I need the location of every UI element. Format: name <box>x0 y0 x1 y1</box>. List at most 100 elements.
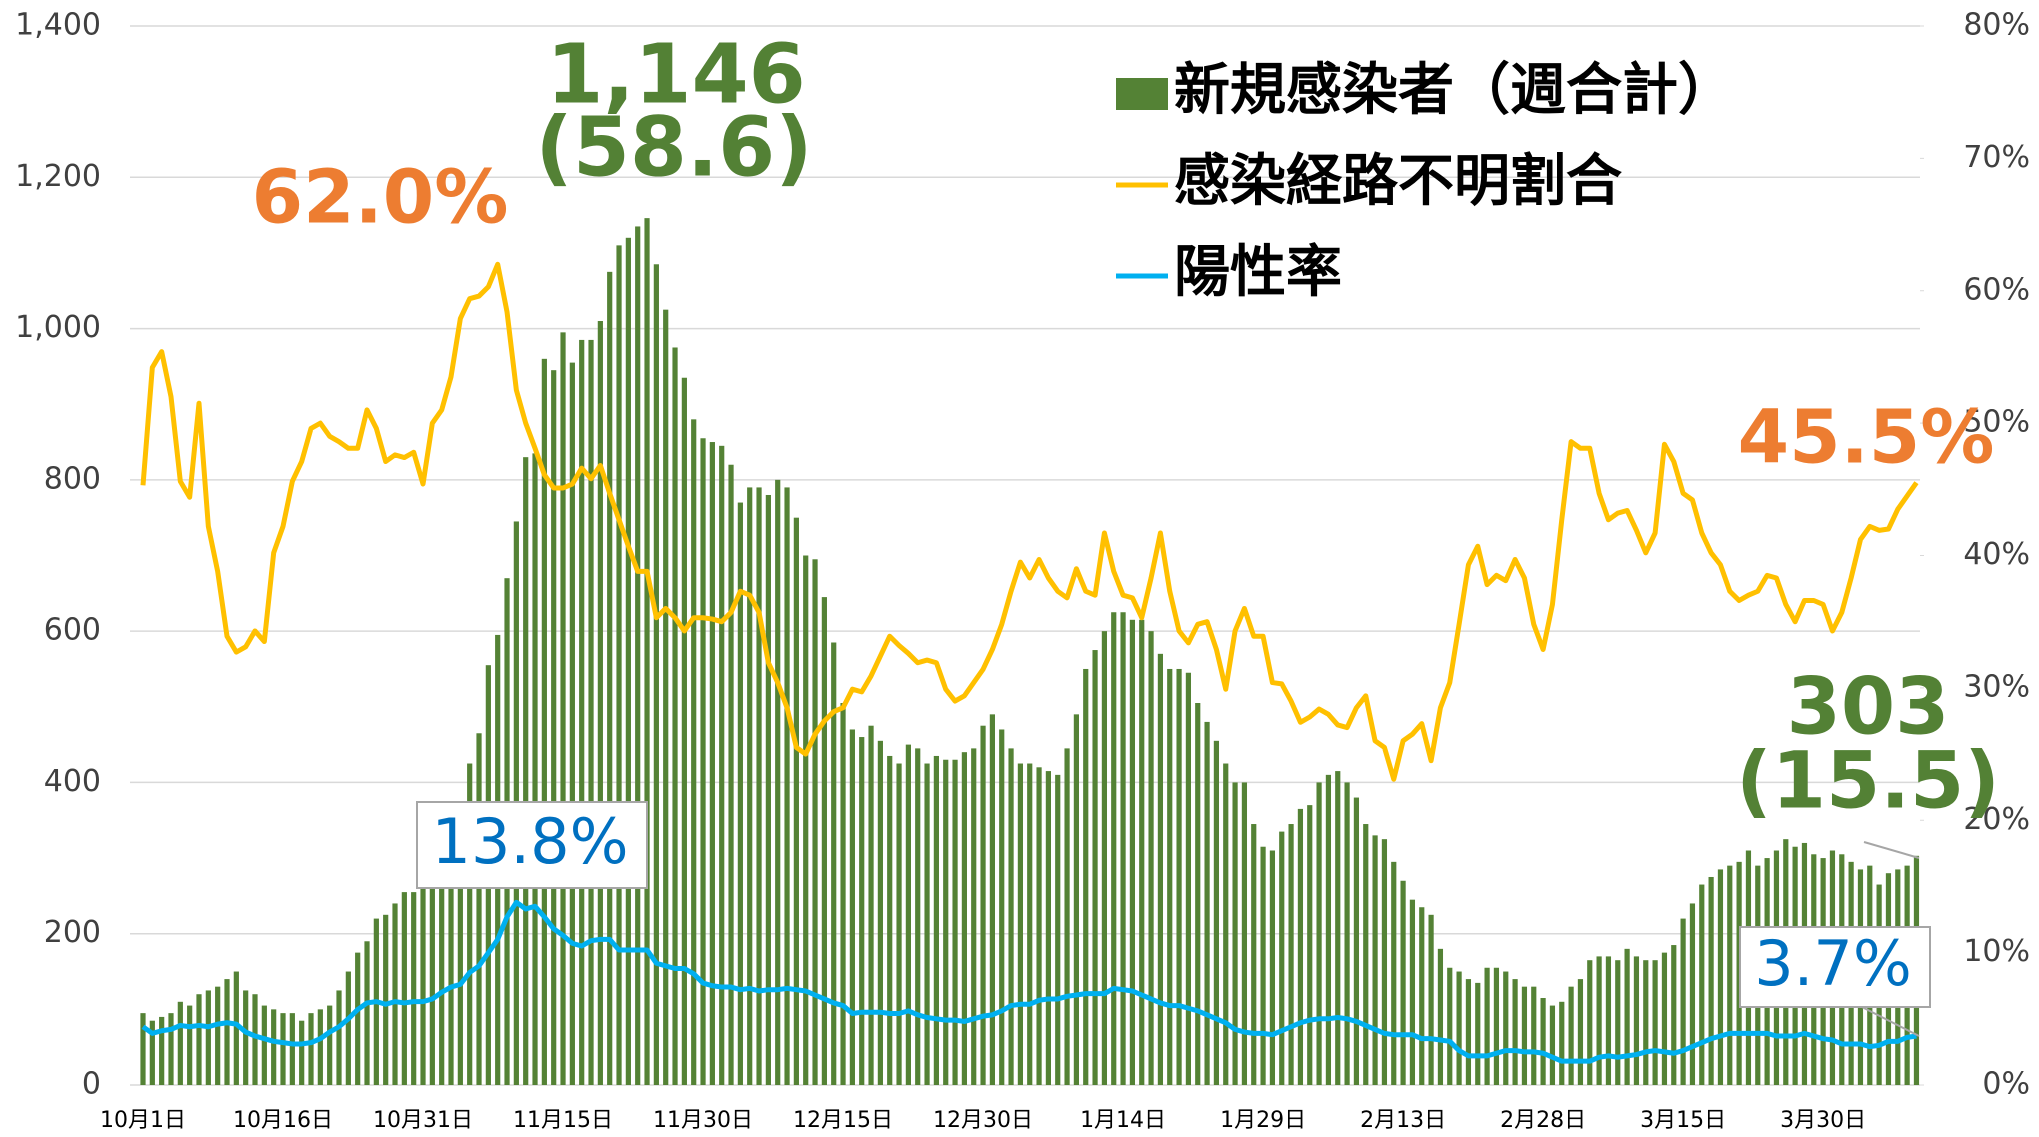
bar <box>793 517 799 1085</box>
bar <box>1017 763 1023 1085</box>
annotation: 62.0% <box>252 155 509 241</box>
bar <box>1624 948 1630 1085</box>
bar <box>971 748 977 1085</box>
bar <box>467 763 473 1085</box>
bar <box>1288 824 1294 1085</box>
bar <box>1297 808 1304 1085</box>
bar <box>607 271 613 1085</box>
bar <box>420 884 426 1085</box>
bar <box>644 218 650 1085</box>
bar <box>1129 619 1136 1085</box>
bar <box>1073 714 1079 1085</box>
annotation: (15.5) <box>1736 736 2000 826</box>
bar <box>1381 839 1388 1085</box>
y2-tick-label: 0% <box>1982 1067 2030 1102</box>
bar <box>1521 986 1528 1085</box>
connector <box>1859 1005 1920 1037</box>
bar <box>896 763 902 1085</box>
bar <box>887 755 893 1085</box>
bar <box>1232 782 1238 1085</box>
bar <box>616 245 622 1086</box>
bar <box>803 555 809 1085</box>
bar <box>1409 899 1416 1085</box>
x-tick-label: 12月30日 <box>933 1108 1033 1133</box>
bar <box>1353 797 1360 1085</box>
bar <box>1447 967 1453 1085</box>
annotation: 303 <box>1787 662 1950 752</box>
bar <box>271 1009 277 1085</box>
bar <box>205 990 211 1085</box>
y-tick-label: 0 <box>82 1067 101 1102</box>
bar <box>1605 956 1612 1085</box>
bar <box>1512 979 1518 1085</box>
bar <box>653 264 659 1085</box>
bar <box>1223 763 1229 1085</box>
y2-tick-label: 50% <box>1963 405 2030 440</box>
bar <box>1148 631 1154 1085</box>
x-tick-label: 2月13日 <box>1360 1108 1446 1133</box>
bar <box>1596 956 1602 1085</box>
y2-tick-label: 70% <box>1963 140 2030 175</box>
bar <box>1279 831 1285 1085</box>
bar <box>1615 960 1621 1085</box>
bar <box>1139 619 1145 1085</box>
y2-tick-label: 30% <box>1963 669 2030 704</box>
bar <box>1437 948 1444 1085</box>
x-tick-label: 1月29日 <box>1220 1108 1306 1133</box>
bar <box>1400 880 1406 1085</box>
bar <box>765 494 771 1085</box>
annotation-box <box>416 801 648 889</box>
x-tick-label: 2月28日 <box>1500 1108 1586 1133</box>
bar <box>933 755 939 1085</box>
bar <box>196 994 202 1085</box>
bar <box>308 1013 314 1085</box>
legend-label: 陽性率 <box>1174 240 1342 305</box>
bar <box>1559 1001 1565 1085</box>
bar <box>1661 952 1668 1085</box>
bar <box>1689 903 1696 1085</box>
bar <box>775 479 781 1085</box>
legend-marker <box>1116 78 1168 110</box>
bar <box>159 1016 165 1085</box>
connector <box>1863 841 1920 859</box>
bar <box>168 1013 174 1085</box>
x-tick-label: 3月30日 <box>1780 1108 1866 1133</box>
bar <box>392 903 398 1085</box>
bar <box>140 1013 146 1085</box>
y2-tick-label: 20% <box>1963 802 2030 837</box>
bar <box>625 237 631 1086</box>
bar <box>1092 650 1098 1085</box>
bar <box>989 714 995 1085</box>
bar <box>1465 979 1472 1085</box>
y-tick-label: 1,200 <box>15 159 101 194</box>
bar <box>1176 668 1182 1085</box>
bar <box>1484 967 1490 1085</box>
bar <box>215 986 221 1085</box>
bar <box>476 733 482 1085</box>
x-tick-label: 10月1日 <box>100 1108 186 1133</box>
bar <box>691 419 697 1085</box>
bar <box>1195 703 1201 1085</box>
bar <box>849 729 855 1085</box>
bar <box>383 914 389 1085</box>
bar <box>1503 971 1509 1085</box>
legend-label: 感染経路不明割合 <box>1174 149 1622 214</box>
bar <box>868 725 874 1085</box>
bar <box>1428 914 1434 1085</box>
bar <box>457 805 463 1085</box>
bar <box>345 971 351 1085</box>
bar <box>355 952 361 1085</box>
bar <box>1568 986 1574 1085</box>
bar <box>149 1020 155 1085</box>
bar <box>1111 612 1117 1085</box>
bar <box>859 737 865 1085</box>
bar <box>709 442 715 1085</box>
bar <box>1680 918 1686 1085</box>
bar <box>1316 782 1322 1085</box>
bar <box>252 994 258 1085</box>
bar <box>952 759 958 1085</box>
x-tick-label: 11月15日 <box>513 1108 613 1133</box>
bar <box>1419 907 1425 1085</box>
y-tick-label: 400 <box>44 764 101 799</box>
annotation: 3.7% <box>1754 927 1912 1000</box>
